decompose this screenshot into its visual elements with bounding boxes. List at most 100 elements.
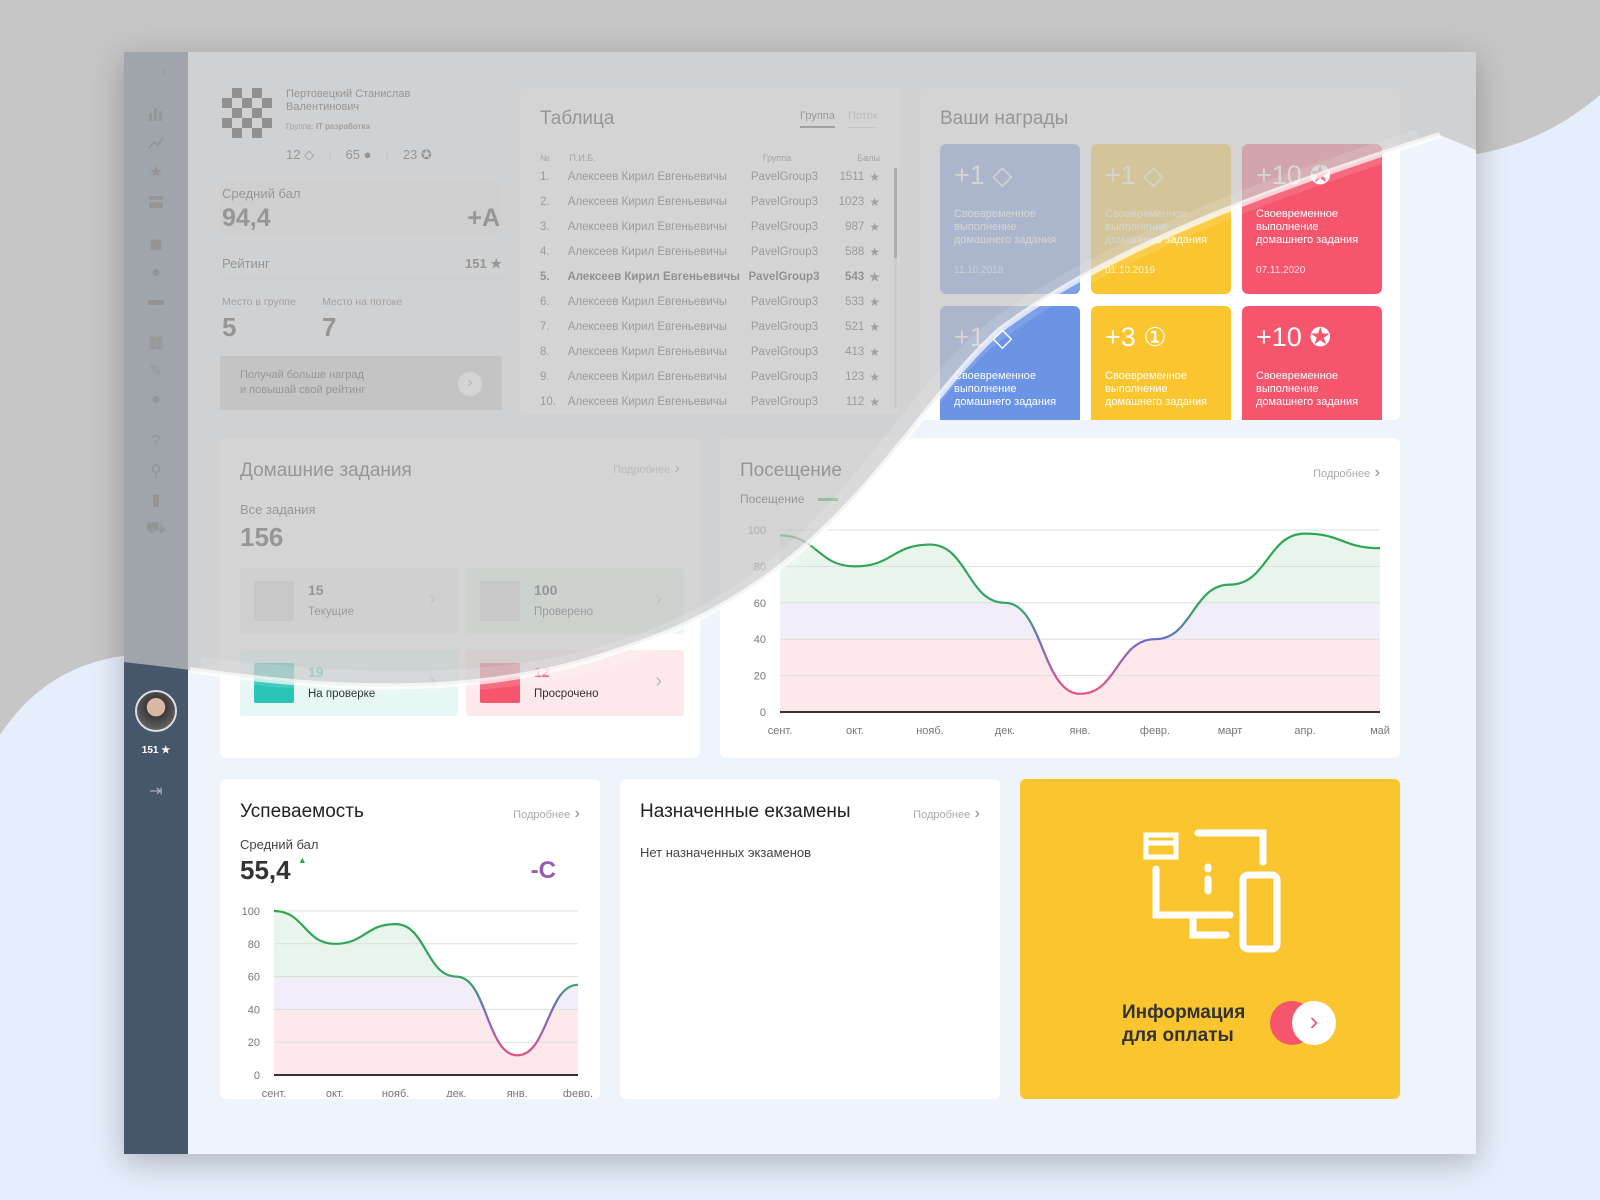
x-tick-label: нояб.: [916, 725, 944, 737]
y-tick-label: 40: [248, 1004, 260, 1016]
bar-chart-icon[interactable]: [142, 100, 170, 128]
header-points: Балы: [857, 152, 880, 163]
chat-icon[interactable]: ●: [151, 264, 161, 281]
award-badge-icon: ①: [1143, 322, 1167, 352]
pen-icon[interactable]: ✎: [149, 363, 163, 380]
award-badge-icon: ◇: [992, 160, 1013, 190]
award-tile[interactable]: +10 ✪ Своевременное выполнение домашнего …: [1242, 144, 1382, 294]
y-tick-label: 100: [242, 906, 260, 918]
homework-tile[interactable]: 19 На проверке ›: [240, 650, 458, 716]
location-icon[interactable]: ⚲: [150, 463, 162, 480]
row-points: 112: [845, 395, 865, 408]
trend-icon[interactable]: [142, 129, 170, 157]
y-tick-label: 60: [754, 598, 766, 610]
medal-icon: ✪: [420, 147, 432, 162]
stat-medals: 23: [402, 147, 418, 162]
table-row[interactable]: 6. Алексеев Кирил Евгеньевичы PavelGroup3 5…: [540, 289, 880, 314]
y-tick-label: 0: [760, 707, 766, 719]
table-row[interactable]: 2. Алексеев Кирил Евгеньевичы PavelGroup3 1…: [540, 189, 880, 214]
row-group: PavelGroup3: [750, 195, 818, 208]
attendance-more-link[interactable]: Подробнее: [1313, 464, 1380, 482]
performance-more-link[interactable]: Подробнее: [513, 805, 580, 823]
table-row[interactable]: 4. Алексеев Кирил Евгеньевичы PavelGroup3 5…: [540, 239, 880, 264]
promo-line1: Получай больше наград: [240, 369, 364, 381]
tab-group[interactable]: Группа: [800, 110, 835, 128]
table-row[interactable]: 1. Алексеев Кирил Евгеньевичы PavelGroup3 1…: [540, 164, 880, 189]
promo-banner[interactable]: Получай больше наград и повышай свой рейт…: [220, 356, 502, 410]
series-line: [273, 909, 579, 1057]
logout-icon[interactable]: ⇥: [149, 783, 163, 800]
avg-block: Средний бал 94,4 +A: [220, 182, 502, 234]
row-name: Алексеев Кирил Евгеньевичы: [567, 245, 728, 258]
homework-more-link[interactable]: Подробнее: [613, 460, 680, 478]
award-value: +1: [954, 322, 985, 352]
table-row[interactable]: 10. Алексеев Кирил Евгеньевичы PavelGroup3…: [540, 389, 880, 414]
list-icon[interactable]: [142, 188, 170, 216]
tab-stream[interactable]: Поток: [848, 110, 878, 128]
star-icon: ★: [869, 294, 881, 309]
mic-icon[interactable]: ▮: [151, 492, 161, 509]
help-icon[interactable]: ?: [151, 433, 161, 450]
expand-icon[interactable]: ›: [161, 60, 167, 81]
diamond-icon: ◇: [304, 147, 315, 162]
task-count: 100: [534, 582, 558, 598]
homework-tile[interactable]: 12 Просрочено ›: [466, 650, 684, 716]
table-row[interactable]: 8. Алексеев Кирил Евгеньевичы PavelGroup3 4…: [540, 339, 880, 364]
performance-chart: 0 20 40 60 80 100 сент. окт. нояб. дек. янв. февр.: [242, 901, 593, 1097]
table-row[interactable]: 9. Алексеев Кирил Евгеньевичы PavelGroup3 1…: [540, 364, 880, 389]
star-icon: ★: [869, 394, 881, 409]
task-count: 12: [534, 664, 550, 680]
avatar[interactable]: [135, 690, 177, 732]
homework-card: Домашние задания Подробнее Все задания 1…: [220, 438, 700, 758]
task-icon: [254, 581, 294, 621]
award-tile[interactable]: +1 ◇ Своевременное выполнение домашнего з…: [940, 306, 1080, 420]
performance-card: Успеваемость Подробнее Средний бал 55,4 …: [220, 779, 600, 1099]
star-icon: ★: [869, 269, 880, 284]
row-points: 1023: [838, 195, 865, 208]
row-group: PavelGroup3: [748, 270, 820, 283]
all-tasks-label: Все задания: [240, 502, 316, 517]
row-group: PavelGroup3: [750, 345, 818, 358]
exams-more-link[interactable]: Подробнее: [913, 805, 980, 823]
row-group: PavelGroup3: [750, 245, 818, 258]
table-row[interactable]: 5. Алексеев Кирил Евгеньевичы PavelGroup3 5…: [540, 264, 880, 289]
y-tick-label: 20: [754, 671, 766, 683]
row-name: Алексеев Кирил Евгеньевичы: [567, 270, 741, 283]
award-tile[interactable]: +10 ✪ Своевременное выполнение домашнего …: [1242, 306, 1382, 420]
star-icon[interactable]: ★: [148, 164, 164, 181]
table-row[interactable]: 3. Алексеев Кирил Евгеньевичы PavelGroup3 9…: [540, 214, 880, 239]
rating-value: 151: [465, 256, 487, 271]
cube-icon[interactable]: ◼: [149, 236, 163, 253]
task-count: 15: [308, 582, 324, 598]
chevron-right-icon: ›: [429, 670, 436, 692]
row-number: 10.: [540, 395, 556, 408]
award-tile[interactable]: +1 ◇ Своевременное выполнение домашнего з…: [1091, 144, 1231, 294]
row-number: 6.: [540, 295, 550, 308]
payment-card[interactable]: Информация для оплаты ›: [1020, 779, 1400, 1099]
row-number: 3.: [540, 220, 550, 233]
row-number: 5.: [540, 270, 550, 283]
row-name: Алексеев Кирил Евгеньевичы: [567, 170, 728, 183]
row-name: Алексеев Кирил Евгеньевичы: [567, 195, 728, 208]
user-icon[interactable]: ●: [151, 391, 161, 408]
card-icon[interactable]: ▬: [148, 292, 164, 309]
scrollbar[interactable]: [894, 168, 897, 408]
promo-arrow-button[interactable]: ›: [458, 372, 482, 396]
payment-arrow-button[interactable]: ›: [1270, 1001, 1336, 1045]
award-text: Своевременное выполнение домашнего задан…: [1105, 370, 1208, 408]
calendar-icon[interactable]: ▦: [148, 334, 164, 351]
x-tick-label: нояб.: [382, 1088, 410, 1097]
row-points: 588: [845, 245, 865, 258]
x-tick-label: дек.: [446, 1088, 466, 1097]
coin-icon: ●: [363, 147, 372, 162]
stat-coins: 65: [345, 147, 360, 162]
table-row[interactable]: 7. Алексеев Кирил Евгеньевичы PavelGroup3 5…: [540, 314, 880, 339]
award-tile[interactable]: +3 ① Своевременное выполнение домашнего з…: [1091, 306, 1231, 420]
award-value: +10: [1256, 322, 1302, 352]
task-count: 19: [308, 664, 324, 680]
homework-tile[interactable]: 100 Проверено ›: [466, 568, 684, 634]
cart-icon[interactable]: ⛟: [145, 520, 167, 537]
row-group: PavelGroup3: [750, 395, 818, 408]
award-tile[interactable]: +1 ◇ Своевременное выполнение домашнего з…: [940, 144, 1080, 294]
homework-tile[interactable]: 15 Текущие ›: [240, 568, 458, 634]
